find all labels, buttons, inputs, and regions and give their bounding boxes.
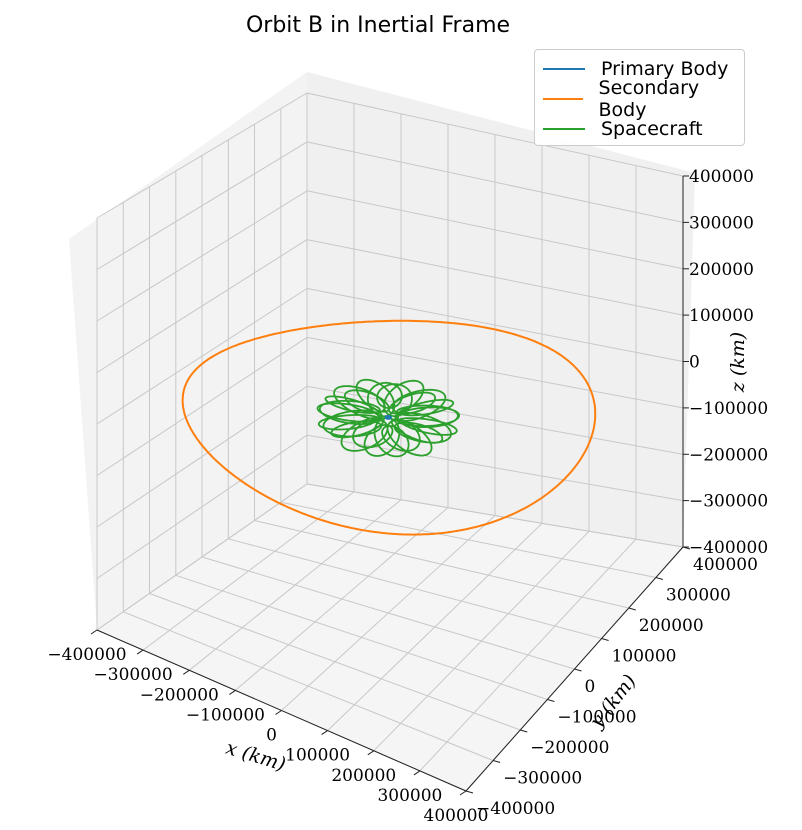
z-tick-label: 0 xyxy=(689,353,700,373)
grid-line xyxy=(306,190,684,270)
y-tick-label: −300000 xyxy=(503,769,582,789)
x-tick-label: −100000 xyxy=(186,705,265,725)
x-axis-label: x (km) xyxy=(223,737,288,776)
back-right-pane xyxy=(307,72,695,547)
secondary-body-orbit xyxy=(181,319,597,536)
chart-title: Orbit B in Inertial Frame xyxy=(246,13,510,38)
tick-labels: −400000−300000−200000−100000010000020000… xyxy=(47,167,768,826)
grid-line xyxy=(228,538,602,639)
legend-swatch-secondary xyxy=(543,98,583,100)
legend-swatch-spacecraft xyxy=(543,128,585,130)
y-tick-label: −200000 xyxy=(530,738,609,758)
x-tick-mark xyxy=(183,669,190,675)
grid-line xyxy=(96,141,308,270)
z-tick-label: −100000 xyxy=(689,399,768,419)
grid-line xyxy=(306,239,684,316)
y-tick-label: 400000 xyxy=(693,555,758,575)
series-layer xyxy=(181,319,597,536)
z-tick-label: 400000 xyxy=(689,167,754,187)
axis-lines xyxy=(90,175,691,796)
x-tick-label: 300000 xyxy=(377,786,442,806)
x-tick-mark xyxy=(321,730,328,736)
z-tick-label: 300000 xyxy=(689,213,754,233)
grid-line xyxy=(419,538,637,772)
grid-line xyxy=(96,92,308,219)
z-tick-label: 100000 xyxy=(689,306,754,326)
z-tick-label: −400000 xyxy=(689,538,768,558)
grid-line xyxy=(306,288,684,362)
grid-line xyxy=(254,520,629,609)
y-tick-mark xyxy=(547,699,555,702)
primary-body-orbit xyxy=(384,415,392,420)
x-tick-label: 100000 xyxy=(285,746,350,766)
y-tick-mark xyxy=(520,729,528,733)
back-left-pane xyxy=(69,72,307,630)
y-tick-label: 300000 xyxy=(666,586,731,606)
x-tick-mark xyxy=(275,710,282,715)
legend-label-spacecraft: Spacecraft xyxy=(601,118,703,140)
x-tick-mark xyxy=(136,649,144,655)
grid-lines xyxy=(96,92,684,792)
legend: Primary Body Secondary Body Spacecraft xyxy=(534,49,745,146)
legend-label-primary: Primary Body xyxy=(601,58,729,80)
spacecraft-trajectory xyxy=(316,378,460,458)
x-tick-mark xyxy=(229,689,236,695)
grid-line xyxy=(280,501,656,578)
x-tick-label: 200000 xyxy=(331,766,396,786)
legend-item-secondary: Secondary Body xyxy=(543,77,744,121)
legend-item-spacecraft: Spacecraft xyxy=(543,115,703,143)
y-tick-mark xyxy=(655,577,664,580)
grid-line xyxy=(201,556,575,670)
y-tick-label: 0 xyxy=(585,677,596,697)
floor-pane xyxy=(97,484,683,791)
x-tick-label: 0 xyxy=(266,726,277,746)
x-tick-mark xyxy=(413,770,421,776)
grid-line xyxy=(96,288,308,425)
z-tick-label: 200000 xyxy=(689,260,754,280)
y-tick-mark xyxy=(574,668,582,672)
grid-line xyxy=(306,92,684,177)
y-tick-label: −400000 xyxy=(476,799,555,819)
grid-line xyxy=(96,239,308,373)
y-tick-label: 100000 xyxy=(612,647,677,667)
grid-line xyxy=(306,141,684,223)
z-tick-label: −200000 xyxy=(689,445,768,465)
y-tick-mark xyxy=(492,760,501,763)
x-tick-mark xyxy=(459,790,467,796)
legend-label-secondary: Secondary Body xyxy=(598,77,700,121)
x-tick-label: −200000 xyxy=(140,685,219,705)
z-axis-label: z (km) xyxy=(727,332,749,393)
z-tick-label: −300000 xyxy=(689,492,768,512)
legend-swatch-primary xyxy=(543,68,585,70)
grid-line xyxy=(96,190,308,322)
y-tick-mark xyxy=(601,638,609,641)
x-tick-mark xyxy=(367,750,375,756)
x-tick-label: −400000 xyxy=(47,645,126,665)
y-tick-mark xyxy=(628,607,636,611)
y-tick-label: −100000 xyxy=(557,708,636,728)
x-tick-mark xyxy=(90,629,98,635)
grid-line xyxy=(327,523,543,731)
grid-line xyxy=(373,530,590,752)
x-tick-label: 400000 xyxy=(424,806,489,826)
y-tick-label: 200000 xyxy=(639,616,704,636)
x-tick-label: −300000 xyxy=(94,665,173,685)
y-tick-mark xyxy=(465,790,474,794)
legend-item-primary: Primary Body xyxy=(543,55,728,83)
